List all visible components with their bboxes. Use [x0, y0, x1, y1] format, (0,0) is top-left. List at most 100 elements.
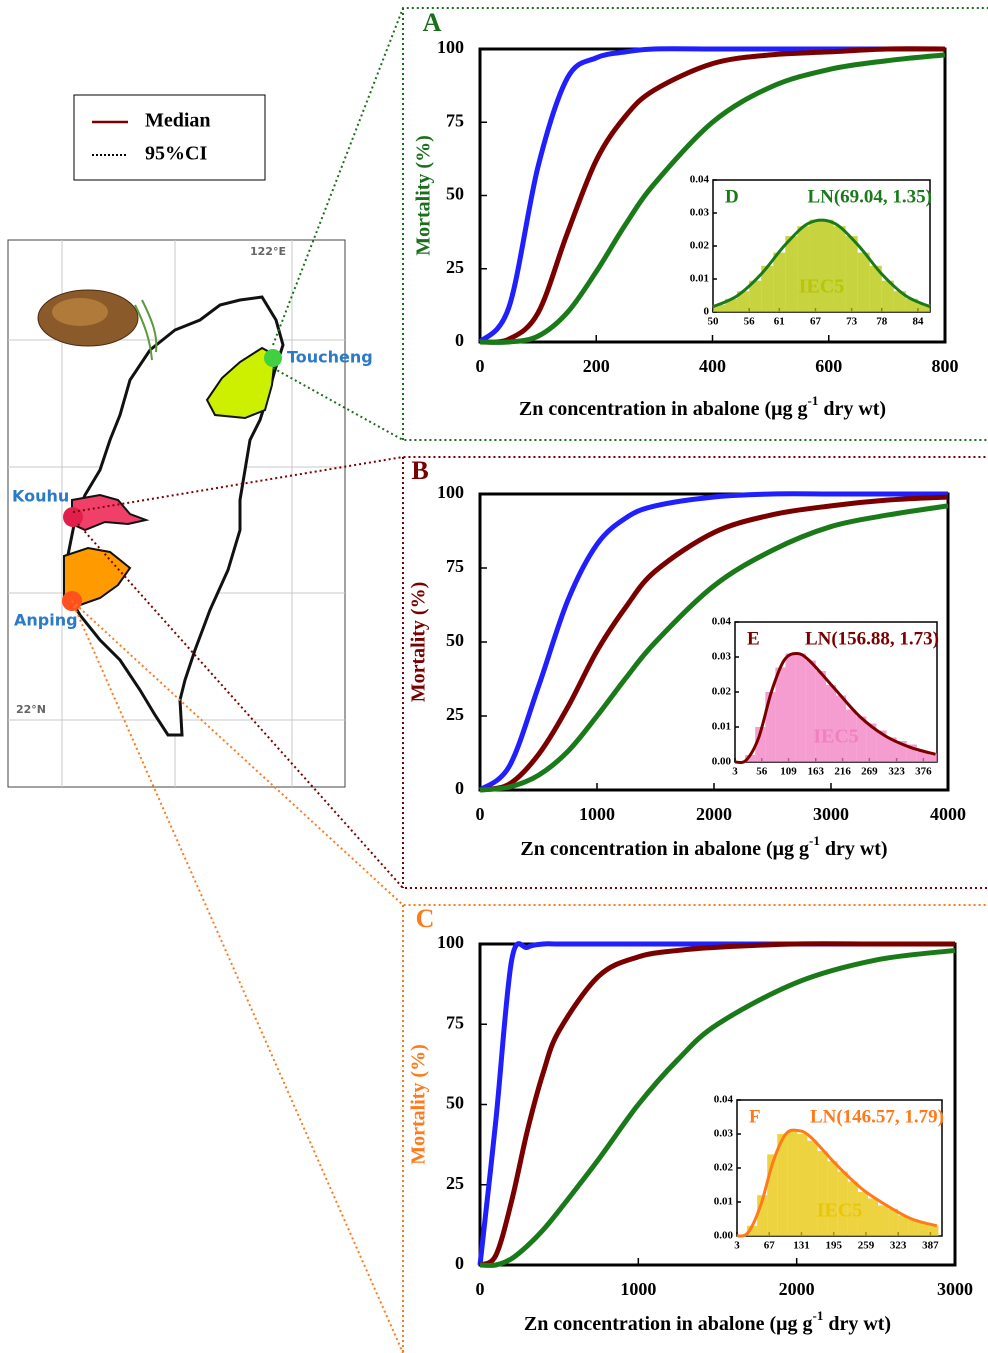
- histogram-bar: [867, 1198, 879, 1236]
- x-axis-label-sup: -1: [812, 1308, 823, 1323]
- x-tick-label: 131: [793, 1240, 810, 1252]
- y-tick-label: 0.02: [712, 686, 732, 698]
- y-tick-label: 50: [446, 1093, 464, 1113]
- abalone-shell: [52, 298, 108, 326]
- inset-annotation: IEC5: [813, 726, 859, 748]
- curve: [478, 46, 945, 344]
- x-tick-label: 269: [861, 766, 878, 778]
- histogram-bar: [785, 236, 798, 312]
- y-tick-label: 0: [455, 330, 464, 350]
- y-tick-label: 75: [446, 110, 464, 130]
- histogram-bar: [765, 692, 776, 762]
- fit-curve: [734, 651, 936, 765]
- histogram-bar: [807, 1140, 818, 1236]
- histogram-bar: [749, 280, 762, 312]
- y-tick-label: 25: [446, 257, 464, 277]
- x-tick-label: 259: [858, 1240, 875, 1252]
- x-tick-label: 3: [734, 1240, 740, 1252]
- histogram-bar: [767, 1154, 778, 1236]
- histogram-bar: [918, 1222, 929, 1236]
- inset-letter: F: [749, 1106, 761, 1127]
- seaweed: [134, 299, 158, 361]
- histogram-bar: [815, 671, 826, 762]
- panel-letter: C: [416, 904, 435, 933]
- x-axis-label-text: Zn concentration in abalone (μg g: [519, 398, 808, 420]
- histogram-bar: [827, 1161, 838, 1236]
- histogram-bar: [886, 737, 897, 762]
- x-axis-label: Zn concentration in abalone (μg g-1 dry w…: [520, 833, 887, 860]
- curve: [478, 491, 948, 793]
- histogram-bar: [908, 1219, 919, 1236]
- x-axis-label-tail: dry wt): [828, 1313, 891, 1335]
- toucheng-site: [264, 349, 282, 367]
- x-axis-label-sup: -1: [807, 393, 818, 408]
- x-axis-label-sup: -1: [809, 833, 820, 848]
- y-tick-label: 75: [446, 1012, 464, 1032]
- y-tick-label: 75: [446, 556, 464, 576]
- y-tick-label: 25: [446, 704, 464, 724]
- x-tick-label: 0: [476, 356, 485, 376]
- latitude-label: 22°N: [16, 703, 46, 716]
- histogram-bar: [846, 709, 857, 762]
- fit-curve: [712, 218, 931, 309]
- curve: [478, 941, 955, 1268]
- x-tick-label: 323: [890, 1240, 907, 1252]
- x-tick-label: 61: [774, 316, 785, 328]
- histogram-bar: [857, 252, 870, 312]
- histogram-bar: [787, 1130, 798, 1236]
- y-tick-label: 0: [455, 1253, 464, 1273]
- x-tick-label: 109: [780, 766, 797, 778]
- x-axis-label-tail: dry wt): [825, 838, 888, 860]
- histogram-bar: [825, 685, 836, 762]
- x-tick-label: 73: [846, 316, 858, 328]
- y-tick-label: 0.04: [712, 616, 732, 628]
- x-tick-label: 67: [764, 1240, 776, 1252]
- y-tick-label: 0.01: [712, 721, 731, 733]
- x-tick-label: 323: [888, 766, 905, 778]
- curve: [479, 947, 956, 1268]
- histogram-bar: [888, 1208, 899, 1236]
- inset-letter: D: [725, 186, 739, 207]
- histogram-bar: [775, 667, 786, 762]
- y-tick-label: 100: [437, 482, 464, 502]
- histogram-bar: [856, 716, 867, 762]
- x-tick-label: 800: [932, 356, 959, 376]
- kouhu-region: [71, 493, 150, 532]
- inset-letter: E: [747, 628, 760, 649]
- histogram-bar: [896, 741, 907, 762]
- toucheng-region: [205, 346, 277, 420]
- x-axis-label: Zn concentration in abalone (μg g-1 dry w…: [524, 1308, 891, 1335]
- x-tick-label: 200: [583, 356, 610, 376]
- curve: [479, 52, 946, 345]
- y-tick-label: 0: [455, 778, 464, 798]
- x-tick-label: 2000: [696, 804, 732, 824]
- histogram-bar: [926, 753, 937, 762]
- histogram-bar: [821, 219, 834, 312]
- x-tick-label: 163: [808, 766, 825, 778]
- histogram-bar: [917, 304, 930, 312]
- histogram-bar: [737, 291, 750, 312]
- fit-curve: [736, 1128, 938, 1238]
- fit-label: LN(146.57, 1.79): [810, 1106, 944, 1127]
- histogram-bar: [906, 744, 917, 762]
- y-axis-label: Mortality (%): [408, 1044, 430, 1165]
- inset-annotation: IEC5: [817, 1200, 863, 1222]
- histogram-bar: [795, 653, 806, 762]
- longitude-label: 122°E: [250, 245, 286, 258]
- histogram-bar: [857, 1191, 868, 1236]
- site-label: Anping: [14, 611, 78, 630]
- y-tick-label: 0.01: [714, 1196, 733, 1208]
- y-tick-label: 0.00: [714, 1230, 734, 1242]
- histogram-bar: [817, 1151, 828, 1236]
- histogram-bar: [869, 265, 882, 312]
- x-tick-label: 400: [699, 356, 726, 376]
- histogram-bar: [713, 304, 726, 312]
- histogram-bar: [785, 653, 796, 762]
- x-axis-label: Zn concentration in abalone (μg g-1 dry w…: [519, 393, 886, 420]
- y-tick-label: 0: [704, 306, 710, 318]
- y-tick-label: 100: [437, 932, 464, 952]
- x-tick-label: 2000: [779, 1279, 815, 1299]
- x-tick-label: 56: [744, 316, 756, 328]
- x-tick-label: 84: [912, 316, 924, 328]
